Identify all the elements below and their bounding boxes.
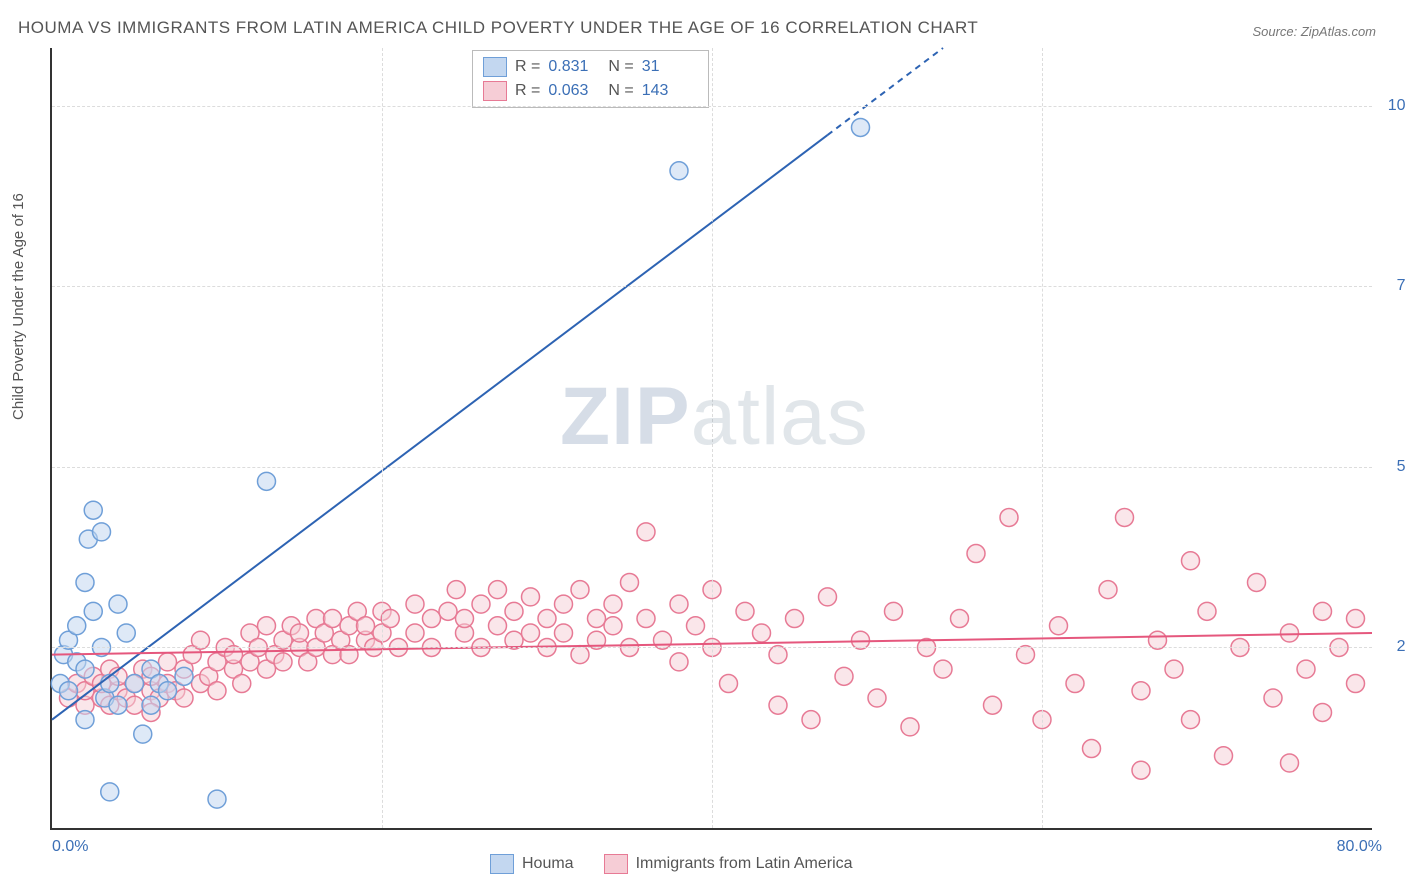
- stats-row-houma: R = 0.831 N = 31: [483, 55, 694, 79]
- stat-n-value: 31: [642, 55, 694, 79]
- immigrants-swatch-icon: [483, 81, 507, 101]
- stat-n-label: N =: [608, 79, 633, 103]
- y-tick-label: 50.0%: [1382, 458, 1406, 476]
- bottom-legend: Houma Immigrants from Latin America: [490, 854, 853, 874]
- y-axis-label: Child Poverty Under the Age of 16: [10, 193, 27, 420]
- stat-n-value: 143: [642, 79, 694, 103]
- houma-swatch-icon: [490, 854, 514, 874]
- stat-r-value: 0.063: [548, 79, 600, 103]
- legend-item-houma: Houma: [490, 854, 574, 874]
- stat-n-label: N =: [608, 55, 633, 79]
- stat-r-value: 0.831: [548, 55, 600, 79]
- stats-legend-box: R = 0.831 N = 31 R = 0.063 N = 143: [472, 50, 709, 108]
- y-tick-label: 100.0%: [1382, 97, 1406, 115]
- x-tick-label: 0.0%: [52, 838, 88, 856]
- legend-label: Houma: [522, 855, 574, 873]
- stat-r-label: R =: [515, 55, 540, 79]
- plot-area: R = 0.831 N = 31 R = 0.063 N = 143 25.0%…: [50, 48, 1372, 830]
- immigrants-swatch-icon: [604, 854, 628, 874]
- legend-item-immigrants: Immigrants from Latin America: [604, 854, 853, 874]
- houma-swatch-icon: [483, 57, 507, 77]
- x-tick-label: 80.0%: [1337, 838, 1382, 856]
- legend-label: Immigrants from Latin America: [636, 855, 853, 873]
- y-tick-label: 25.0%: [1382, 638, 1406, 656]
- stat-r-label: R =: [515, 79, 540, 103]
- chart-title: HOUMA VS IMMIGRANTS FROM LATIN AMERICA C…: [18, 18, 978, 38]
- stats-row-immigrants: R = 0.063 N = 143: [483, 79, 694, 103]
- source-label: Source: ZipAtlas.com: [1252, 24, 1376, 39]
- y-tick-label: 75.0%: [1382, 277, 1406, 295]
